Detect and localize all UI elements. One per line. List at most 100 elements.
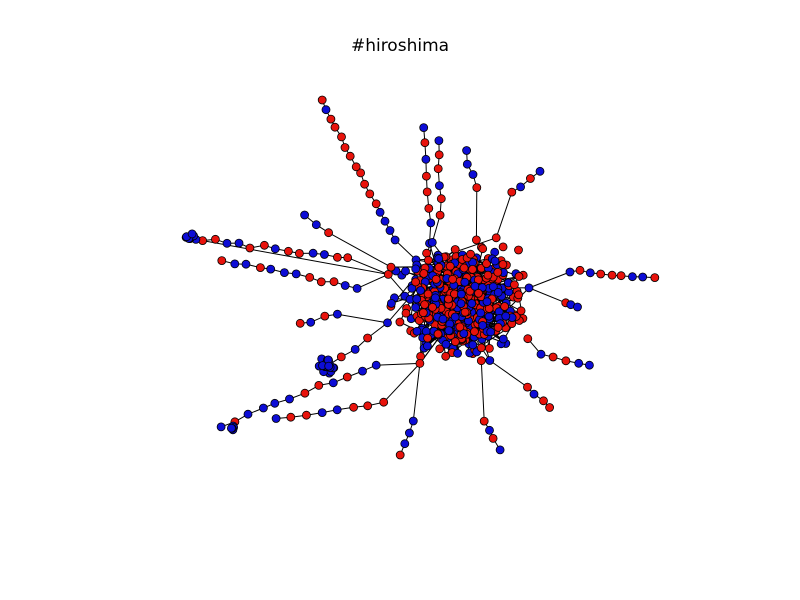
graph-node bbox=[485, 356, 495, 365]
graph-node bbox=[482, 259, 491, 269]
graph-node bbox=[422, 341, 432, 351]
graph-node bbox=[462, 159, 472, 169]
graph-node bbox=[478, 244, 488, 254]
graph-node bbox=[386, 298, 396, 308]
graph-node bbox=[435, 210, 445, 220]
graph-node bbox=[443, 294, 453, 304]
graph-node bbox=[324, 361, 334, 371]
graph-node bbox=[445, 261, 455, 271]
graph-node bbox=[493, 322, 503, 332]
graph-node bbox=[456, 289, 466, 299]
graph-node bbox=[421, 171, 431, 181]
graph-node bbox=[427, 237, 437, 247]
graph-node bbox=[421, 154, 431, 164]
graph-node bbox=[468, 170, 478, 179]
graph-edge bbox=[347, 257, 389, 275]
graph-node bbox=[453, 348, 463, 358]
graph-edge bbox=[528, 287, 566, 304]
graph-node bbox=[434, 150, 444, 160]
graph-edge bbox=[356, 273, 389, 289]
graph-node bbox=[308, 248, 318, 258]
graph-node bbox=[230, 259, 240, 269]
graph-node bbox=[311, 220, 321, 230]
graph-node bbox=[460, 307, 470, 317]
graph-node bbox=[565, 267, 575, 277]
graph-node bbox=[342, 372, 352, 382]
graph-edge bbox=[376, 362, 420, 366]
graph-node bbox=[433, 164, 443, 174]
graph-node bbox=[217, 256, 227, 266]
graph-node bbox=[337, 132, 346, 142]
graph-node bbox=[434, 262, 444, 272]
graph-node bbox=[294, 248, 304, 258]
graph-node bbox=[491, 233, 501, 243]
graph-node bbox=[245, 243, 255, 253]
graph-node bbox=[401, 308, 411, 318]
graph-node bbox=[501, 311, 511, 321]
graph-node bbox=[423, 255, 433, 265]
graph-node bbox=[363, 333, 373, 343]
graph-node bbox=[433, 329, 443, 339]
graph-node bbox=[526, 174, 535, 183]
graph-node bbox=[416, 286, 425, 295]
graph-node bbox=[412, 294, 422, 304]
graph-node bbox=[371, 360, 381, 370]
graph-node bbox=[352, 283, 362, 293]
graph-node bbox=[285, 394, 294, 404]
graph-edge bbox=[394, 239, 417, 261]
graph-node bbox=[616, 271, 626, 281]
graph-node bbox=[408, 416, 418, 426]
graph-node bbox=[375, 207, 385, 217]
graph-node bbox=[450, 312, 460, 322]
graph-node bbox=[386, 262, 396, 272]
graph-node bbox=[448, 274, 458, 284]
graph-node bbox=[607, 270, 617, 280]
graph-edge bbox=[412, 363, 421, 422]
graph-node bbox=[234, 238, 244, 248]
graph-node bbox=[300, 388, 310, 398]
graph-node bbox=[524, 283, 534, 293]
graph-node bbox=[493, 287, 503, 297]
graph-node bbox=[529, 389, 539, 399]
graph-node bbox=[332, 405, 342, 415]
graph-node bbox=[434, 254, 444, 264]
graph-node bbox=[466, 249, 476, 259]
graph-node bbox=[390, 235, 400, 245]
graph-node bbox=[420, 300, 430, 310]
graph-node bbox=[411, 264, 421, 274]
graph-node bbox=[476, 356, 486, 366]
graph-node bbox=[363, 401, 373, 411]
graph-edge bbox=[480, 360, 485, 422]
graph-node bbox=[428, 302, 437, 312]
graph-node bbox=[483, 270, 493, 280]
graph-node bbox=[320, 311, 330, 321]
graph-node bbox=[479, 416, 489, 426]
graph-node bbox=[286, 412, 296, 422]
graph-node bbox=[423, 289, 433, 299]
graph-node bbox=[459, 329, 469, 339]
graph-node bbox=[301, 410, 311, 420]
graph-node bbox=[476, 308, 486, 318]
graph-node bbox=[500, 302, 510, 311]
graph-node bbox=[484, 343, 494, 353]
graph-node bbox=[638, 272, 648, 282]
graph-node bbox=[187, 229, 197, 239]
graph-node bbox=[441, 339, 451, 349]
graph-node bbox=[317, 408, 327, 418]
graph-node bbox=[498, 334, 508, 344]
graph-node bbox=[514, 245, 523, 255]
graph-node bbox=[471, 235, 481, 245]
graph-node bbox=[360, 179, 370, 189]
graph-node bbox=[423, 333, 433, 343]
graph-edge bbox=[489, 360, 528, 388]
graph-node bbox=[539, 396, 548, 406]
graph-node bbox=[435, 344, 445, 354]
graph-node bbox=[424, 203, 434, 213]
graph-node bbox=[507, 187, 517, 197]
graph-node bbox=[585, 268, 595, 278]
graph-node bbox=[271, 414, 281, 423]
graph-node bbox=[456, 299, 466, 309]
graph-node bbox=[514, 290, 523, 300]
graph-node bbox=[482, 297, 492, 307]
